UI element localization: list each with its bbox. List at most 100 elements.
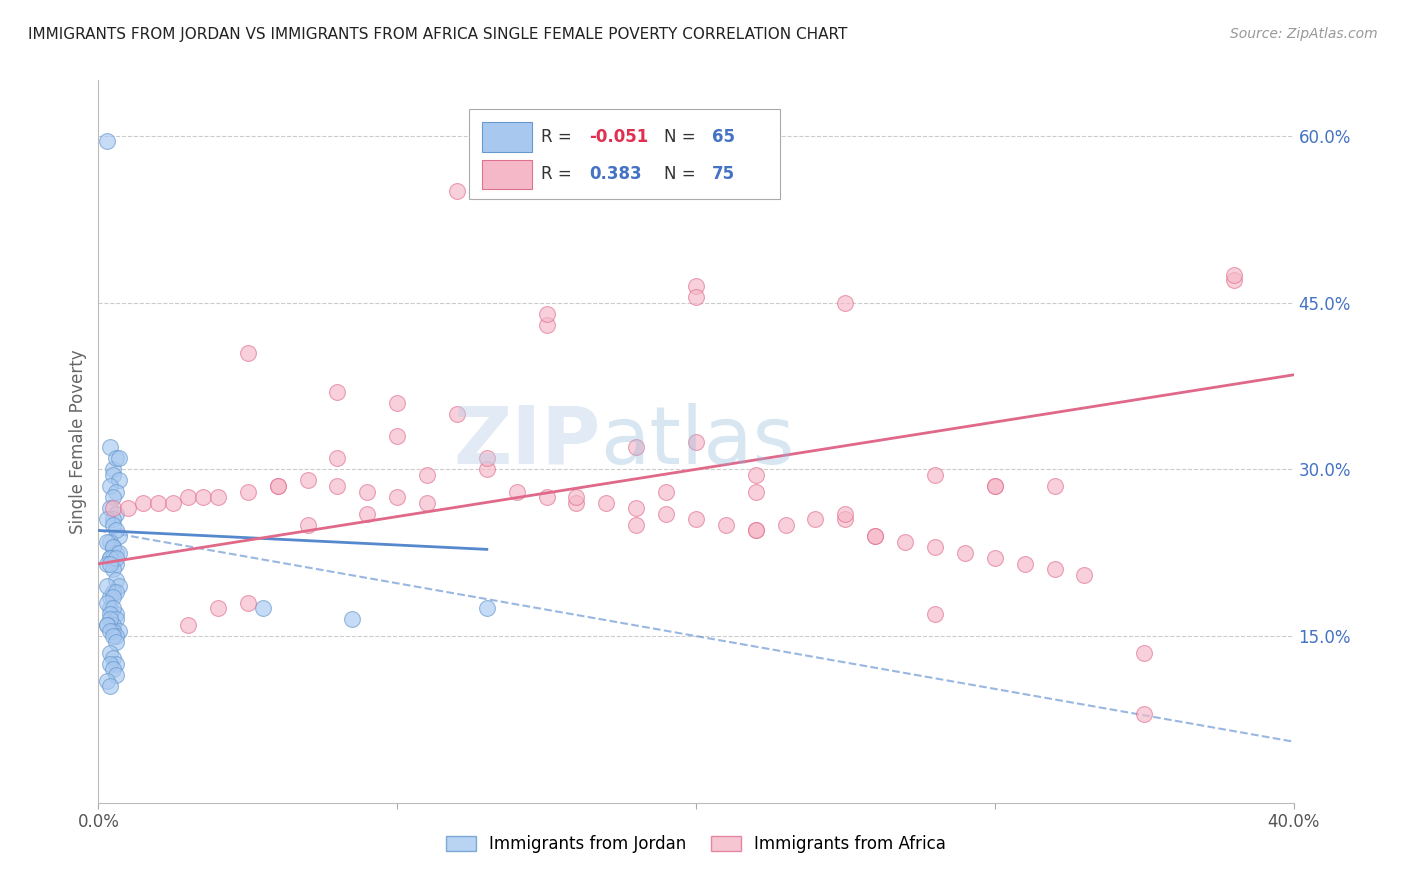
FancyBboxPatch shape <box>482 122 533 152</box>
Point <box>105 574 128 588</box>
Point <box>148 496 170 510</box>
Point <box>103 562 125 576</box>
Point <box>565 490 588 504</box>
Point <box>103 490 125 504</box>
Point <box>924 607 946 621</box>
Point <box>924 540 946 554</box>
Point <box>105 668 128 682</box>
Point <box>953 546 976 560</box>
Point <box>105 551 128 566</box>
Point <box>745 484 768 499</box>
Point <box>177 618 200 632</box>
Point <box>98 601 122 615</box>
Point <box>105 584 128 599</box>
Point <box>626 517 648 532</box>
Point <box>105 484 128 499</box>
Point <box>236 596 259 610</box>
Point <box>96 534 118 549</box>
Point <box>103 624 125 638</box>
Point <box>207 601 229 615</box>
Point <box>297 517 319 532</box>
Point <box>103 512 125 526</box>
Point <box>103 629 125 643</box>
Point <box>745 524 768 538</box>
Point <box>103 501 125 516</box>
FancyBboxPatch shape <box>470 109 780 200</box>
Point <box>894 534 917 549</box>
Point <box>1133 646 1156 660</box>
Point <box>834 507 856 521</box>
Point <box>984 479 1007 493</box>
Point <box>984 479 1007 493</box>
Point <box>98 590 122 604</box>
Point <box>96 618 118 632</box>
Point <box>865 529 887 543</box>
Point <box>108 546 131 560</box>
Point <box>103 601 125 615</box>
Point <box>626 440 648 454</box>
Point <box>105 451 128 466</box>
Point <box>105 607 128 621</box>
Point <box>714 517 737 532</box>
Point <box>96 512 118 526</box>
Point <box>98 607 122 621</box>
Point <box>385 429 409 443</box>
Text: N =: N = <box>664 128 700 146</box>
Point <box>96 596 118 610</box>
Text: N =: N = <box>664 165 700 183</box>
Point <box>745 467 768 482</box>
Point <box>416 496 439 510</box>
Point <box>103 662 125 676</box>
Point <box>98 479 122 493</box>
Point <box>103 540 125 554</box>
Point <box>105 634 128 648</box>
Point <box>356 507 378 521</box>
Point <box>98 534 122 549</box>
Point <box>865 529 887 543</box>
Point <box>626 501 648 516</box>
Point <box>103 590 125 604</box>
Point <box>475 601 498 615</box>
Point <box>655 507 678 521</box>
Point <box>103 517 125 532</box>
Point <box>103 551 125 566</box>
Point <box>924 467 946 482</box>
Point <box>108 529 131 543</box>
Point <box>191 490 214 504</box>
Point <box>108 451 131 466</box>
Point <box>267 479 290 493</box>
Point <box>326 451 349 466</box>
Point <box>96 135 118 149</box>
Point <box>1133 706 1156 721</box>
Point <box>267 479 290 493</box>
Point <box>326 479 349 493</box>
Point <box>252 601 274 615</box>
Point <box>105 546 128 560</box>
Point <box>105 657 128 671</box>
Text: 65: 65 <box>711 128 734 146</box>
Text: 75: 75 <box>711 165 734 183</box>
Point <box>804 512 827 526</box>
Point <box>98 551 122 566</box>
Point <box>98 557 122 571</box>
Point <box>105 507 128 521</box>
Point <box>108 474 131 488</box>
Point <box>236 345 259 359</box>
Point <box>98 657 122 671</box>
Point <box>96 579 118 593</box>
Text: IMMIGRANTS FROM JORDAN VS IMMIGRANTS FROM AFRICA SINGLE FEMALE POVERTY CORRELATI: IMMIGRANTS FROM JORDAN VS IMMIGRANTS FRO… <box>28 27 848 42</box>
FancyBboxPatch shape <box>482 160 533 189</box>
Point <box>297 474 319 488</box>
Point <box>506 484 529 499</box>
Point <box>117 501 139 516</box>
Legend: Immigrants from Jordan, Immigrants from Africa: Immigrants from Jordan, Immigrants from … <box>439 828 953 860</box>
Point <box>745 524 768 538</box>
Point <box>685 434 707 449</box>
Text: -0.051: -0.051 <box>589 128 648 146</box>
Point <box>326 384 349 399</box>
Point <box>685 279 707 293</box>
Point <box>98 551 122 566</box>
Point <box>416 467 439 482</box>
Point <box>1223 268 1246 282</box>
Point <box>105 524 128 538</box>
